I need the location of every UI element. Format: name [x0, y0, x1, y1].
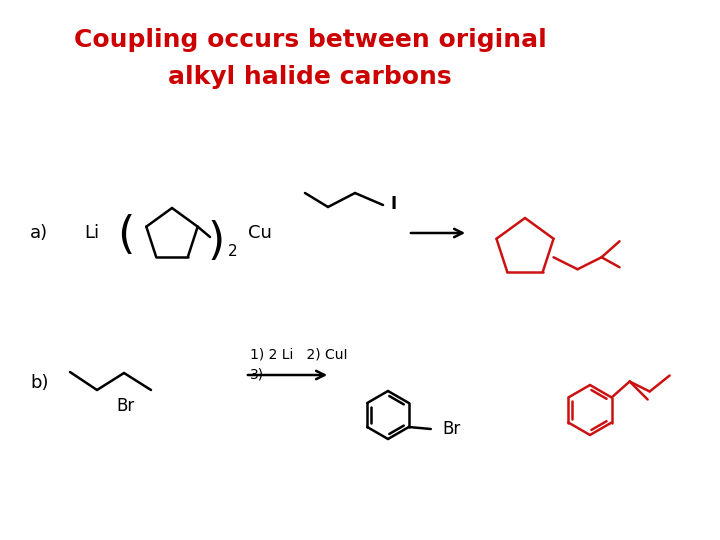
- Text: ): ): [207, 219, 225, 262]
- Text: Cu: Cu: [248, 224, 272, 242]
- Text: 2: 2: [228, 245, 238, 260]
- Text: b): b): [30, 374, 48, 392]
- Text: 3): 3): [250, 368, 264, 382]
- Text: (: (: [117, 213, 135, 256]
- Text: 1) 2 Li   2) CuI: 1) 2 Li 2) CuI: [250, 348, 348, 362]
- Text: Br: Br: [443, 420, 461, 438]
- Text: I: I: [390, 195, 396, 213]
- Text: Coupling occurs between original: Coupling occurs between original: [73, 28, 546, 52]
- Text: Br: Br: [117, 397, 135, 415]
- Text: a): a): [30, 224, 48, 242]
- Text: alkyl halide carbons: alkyl halide carbons: [168, 65, 452, 89]
- Text: Li: Li: [84, 224, 99, 242]
